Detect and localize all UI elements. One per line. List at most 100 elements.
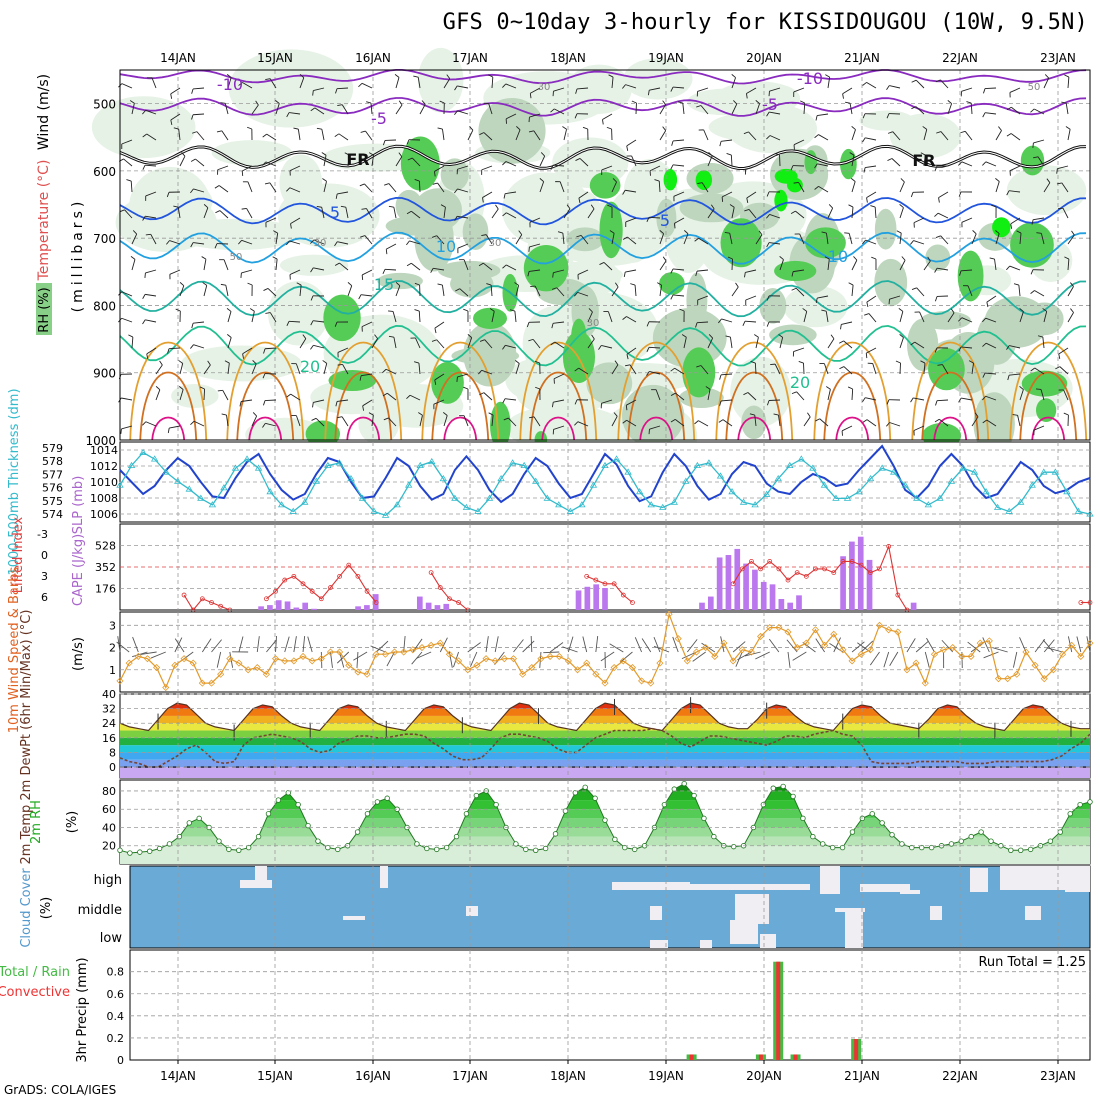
wind-barb-flag bbox=[920, 360, 926, 364]
wind-barb-flag bbox=[529, 416, 535, 419]
wind-barb bbox=[1057, 165, 1069, 170]
wind-barb-flag bbox=[414, 309, 420, 312]
rh-marker bbox=[770, 785, 776, 791]
precip-conv-bar bbox=[689, 1054, 694, 1060]
wind-barb bbox=[744, 320, 757, 323]
isotherm-20 bbox=[119, 324, 1087, 367]
lifted-marker bbox=[309, 588, 315, 594]
wind-barb bbox=[392, 311, 397, 323]
wind-barb-flag bbox=[766, 135, 771, 140]
wind-barb-flag bbox=[670, 268, 674, 274]
wind-barb-flag bbox=[958, 317, 963, 322]
wind-barb-flag bbox=[934, 347, 938, 353]
wind-barb bbox=[506, 264, 517, 271]
cape-bar bbox=[602, 588, 608, 610]
wind-barb-flag bbox=[385, 249, 388, 255]
wind-barb bbox=[364, 235, 373, 245]
wind-barb-flag bbox=[190, 344, 194, 349]
wind10m-barb bbox=[470, 651, 478, 667]
wind-barb-flag bbox=[535, 386, 541, 390]
wind-marker bbox=[400, 648, 408, 656]
wind-barb-flag bbox=[1030, 367, 1036, 372]
wind-marker bbox=[409, 646, 417, 654]
rh-marker bbox=[473, 792, 480, 799]
wind-barb bbox=[967, 285, 973, 297]
wind-marker bbox=[775, 623, 783, 632]
wind-barb bbox=[793, 87, 805, 93]
wind-marker bbox=[766, 623, 774, 632]
thickness-tick: 578 bbox=[42, 455, 63, 468]
wind-barb bbox=[269, 182, 277, 193]
wind-barb bbox=[1040, 389, 1045, 401]
rh-marker bbox=[384, 795, 390, 801]
wind-barb bbox=[769, 135, 781, 141]
cape-bar bbox=[760, 581, 767, 610]
wind-barb bbox=[364, 183, 373, 193]
wind-barb-flag bbox=[731, 74, 736, 78]
wind-barb bbox=[796, 391, 805, 401]
precip-axis-label-group: 3hr Precip (mm) bbox=[75, 957, 90, 1062]
wind-marker bbox=[885, 626, 893, 634]
wind-barb bbox=[675, 392, 685, 401]
warm-contour bbox=[921, 371, 980, 441]
rh-blob bbox=[279, 254, 349, 276]
lifted-line bbox=[183, 594, 231, 611]
wind-barb-flag bbox=[1036, 232, 1042, 234]
wind-barb bbox=[819, 418, 829, 427]
cape-bar bbox=[734, 548, 741, 610]
wind-barb bbox=[251, 311, 255, 323]
rh-blob bbox=[622, 384, 685, 448]
date-label-top: 21JAN bbox=[844, 51, 880, 65]
wind-barb-flag bbox=[167, 428, 170, 434]
wind-barb bbox=[746, 191, 757, 199]
wind-barb-flag bbox=[502, 212, 507, 217]
rh-marker bbox=[889, 832, 895, 838]
wind-barb bbox=[265, 422, 277, 427]
cloud-axis-label-group: Cloud Cover bbox=[19, 868, 34, 948]
wind-barb-flag bbox=[360, 235, 366, 238]
rh-marker bbox=[146, 848, 153, 854]
wind-barb bbox=[698, 237, 709, 245]
wind-unit-label-group: (m/s) bbox=[71, 637, 86, 671]
wind-barb-flag bbox=[488, 412, 494, 416]
wind-barb-flag bbox=[1046, 178, 1051, 183]
cape-bar bbox=[364, 605, 370, 610]
isotherm-label: 10 bbox=[436, 237, 456, 256]
wind10m-barb bbox=[1012, 651, 1018, 668]
wind-barb-flag bbox=[790, 210, 796, 214]
wind-marker bbox=[482, 655, 490, 663]
wind-barb bbox=[241, 269, 253, 274]
rh-marker bbox=[453, 833, 460, 840]
cape-bar bbox=[743, 563, 749, 610]
wind-barb bbox=[131, 336, 134, 349]
wind-barb-flag bbox=[527, 271, 530, 277]
wind-marker bbox=[436, 639, 444, 647]
thickness-marker bbox=[416, 461, 424, 469]
wind-barb bbox=[227, 363, 230, 375]
wind10m-barb bbox=[543, 651, 560, 654]
wind-barb-flag bbox=[844, 232, 850, 234]
cape-bar bbox=[849, 541, 855, 610]
thickness-marker bbox=[197, 494, 205, 501]
wind-barb-flag bbox=[743, 131, 749, 135]
wind-barb-flag bbox=[286, 321, 290, 326]
thickness-marker bbox=[624, 468, 632, 475]
warm-contour bbox=[813, 341, 892, 441]
wind-barb-flag bbox=[550, 164, 554, 170]
wind-barb bbox=[226, 415, 229, 427]
wind-marker bbox=[583, 659, 591, 667]
wind-marker bbox=[272, 655, 280, 663]
lifted-marker bbox=[858, 562, 864, 568]
rh-marker bbox=[869, 811, 875, 817]
wind-barb bbox=[602, 113, 613, 120]
rh-marker bbox=[730, 843, 737, 850]
wind-barb-flag bbox=[406, 210, 412, 215]
wind-barb bbox=[659, 285, 663, 297]
lifted-marker bbox=[337, 573, 343, 579]
wind10m-barb bbox=[619, 651, 633, 663]
cloud-clear-patch bbox=[835, 908, 865, 912]
rh-marker bbox=[275, 797, 282, 803]
date-label-top: 20JAN bbox=[746, 51, 782, 65]
wind-barb bbox=[434, 373, 445, 381]
rh-blob bbox=[623, 58, 693, 100]
